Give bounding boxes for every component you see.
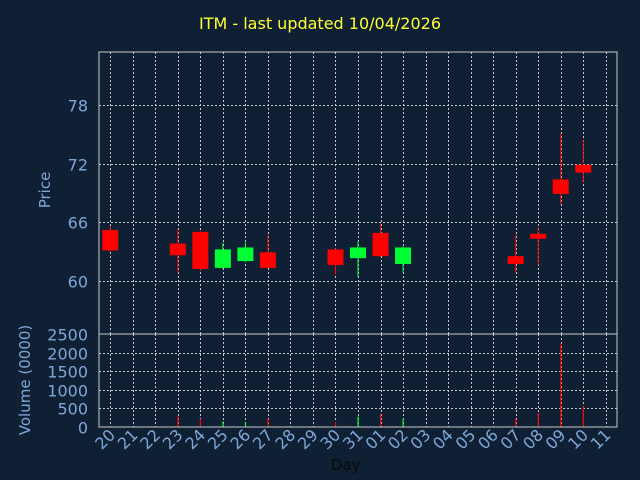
volume-bar-27 <box>267 418 269 427</box>
candle-body-31 <box>350 247 366 259</box>
volume-bar-08 <box>537 412 539 427</box>
price-tick-60: 60 <box>68 273 88 292</box>
volume-tick-2500: 2500 <box>47 326 88 345</box>
candle-body-27 <box>259 252 276 268</box>
volume-tick-1000: 1000 <box>47 382 88 401</box>
price-gridlines <box>99 52 617 334</box>
volume-bar-01 <box>380 413 382 427</box>
volume-bar-10 <box>582 405 584 427</box>
candle-body-25 <box>214 249 231 268</box>
candle-body-08 <box>530 233 547 239</box>
volume-bar-26 <box>244 421 247 427</box>
volume-bar-23 <box>177 415 179 427</box>
x-tick-labels: 2021222324252627282930310102030405060708… <box>91 425 614 453</box>
candle-body-09 <box>552 179 569 194</box>
volume-bar-31 <box>357 416 359 427</box>
volume-bar-09 <box>560 343 562 427</box>
volume-tick-1500: 1500 <box>47 363 88 382</box>
volume-bar-25 <box>222 421 224 427</box>
candle-body-20 <box>102 229 119 251</box>
volume-bars <box>177 343 584 427</box>
volume-bar-30 <box>334 421 337 427</box>
price-tick-78: 78 <box>68 97 88 116</box>
volume-tick-2000: 2000 <box>47 345 88 364</box>
volume-bar-24 <box>199 418 202 427</box>
candle-body-02 <box>395 247 412 264</box>
candle-body-01 <box>372 232 389 257</box>
candle-body-24 <box>192 231 209 269</box>
x-axis-label: Day <box>331 456 361 474</box>
volume-tick-500: 500 <box>57 400 88 419</box>
candle-body-23 <box>169 243 186 256</box>
candle-body-07 <box>507 256 524 264</box>
volume-bar-07 <box>515 418 517 427</box>
candle-body-10 <box>575 164 592 173</box>
volume-bar-02 <box>402 418 404 427</box>
price-axis-label: Price <box>36 171 54 209</box>
price-tick-72: 72 <box>68 156 88 175</box>
volume-panel-frame <box>98 333 618 428</box>
candle-body-26 <box>237 247 254 262</box>
chart-title: ITM - last updated 10/04/2026 <box>198 14 442 33</box>
candle-body-30 <box>327 249 344 265</box>
candles <box>102 133 592 277</box>
volume-gridlines <box>99 334 617 427</box>
volume-axis-label: Volume (0000) <box>16 324 34 436</box>
price-tick-66: 66 <box>68 214 88 233</box>
price-tick-labels: 60 66 72 78 <box>68 97 88 292</box>
volume-tick-0: 0 <box>78 419 88 438</box>
x-tick-11: 11 <box>587 425 615 453</box>
